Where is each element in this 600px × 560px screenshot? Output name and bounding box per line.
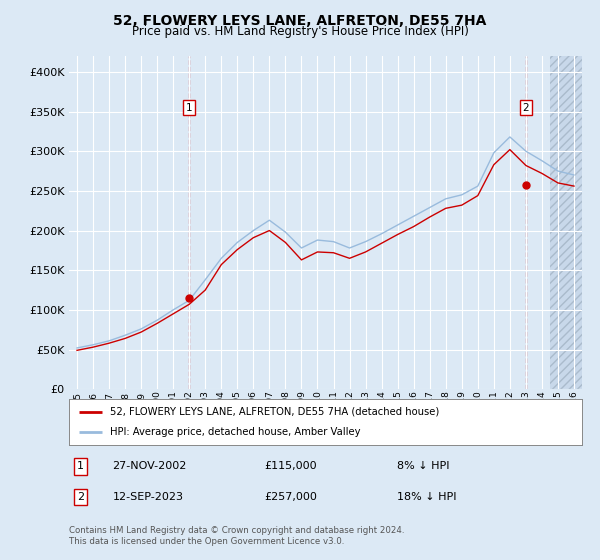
- Text: 18% ↓ HPI: 18% ↓ HPI: [397, 492, 457, 502]
- Text: £115,000: £115,000: [264, 461, 317, 472]
- Text: 52, FLOWERY LEYS LANE, ALFRETON, DE55 7HA (detached house): 52, FLOWERY LEYS LANE, ALFRETON, DE55 7H…: [110, 407, 439, 417]
- Text: 8% ↓ HPI: 8% ↓ HPI: [397, 461, 450, 472]
- Text: 12-SEP-2023: 12-SEP-2023: [113, 492, 184, 502]
- Text: HPI: Average price, detached house, Amber Valley: HPI: Average price, detached house, Ambe…: [110, 427, 361, 437]
- Text: Contains HM Land Registry data © Crown copyright and database right 2024.
This d: Contains HM Land Registry data © Crown c…: [69, 526, 404, 546]
- Text: 1: 1: [186, 102, 193, 113]
- Text: 27-NOV-2002: 27-NOV-2002: [113, 461, 187, 472]
- Text: 52, FLOWERY LEYS LANE, ALFRETON, DE55 7HA: 52, FLOWERY LEYS LANE, ALFRETON, DE55 7H…: [113, 14, 487, 28]
- Text: 2: 2: [523, 102, 529, 113]
- Text: 2: 2: [77, 492, 84, 502]
- Bar: [550, 56, 582, 389]
- Text: £257,000: £257,000: [264, 492, 317, 502]
- Text: 1: 1: [77, 461, 84, 472]
- Text: Price paid vs. HM Land Registry's House Price Index (HPI): Price paid vs. HM Land Registry's House …: [131, 25, 469, 39]
